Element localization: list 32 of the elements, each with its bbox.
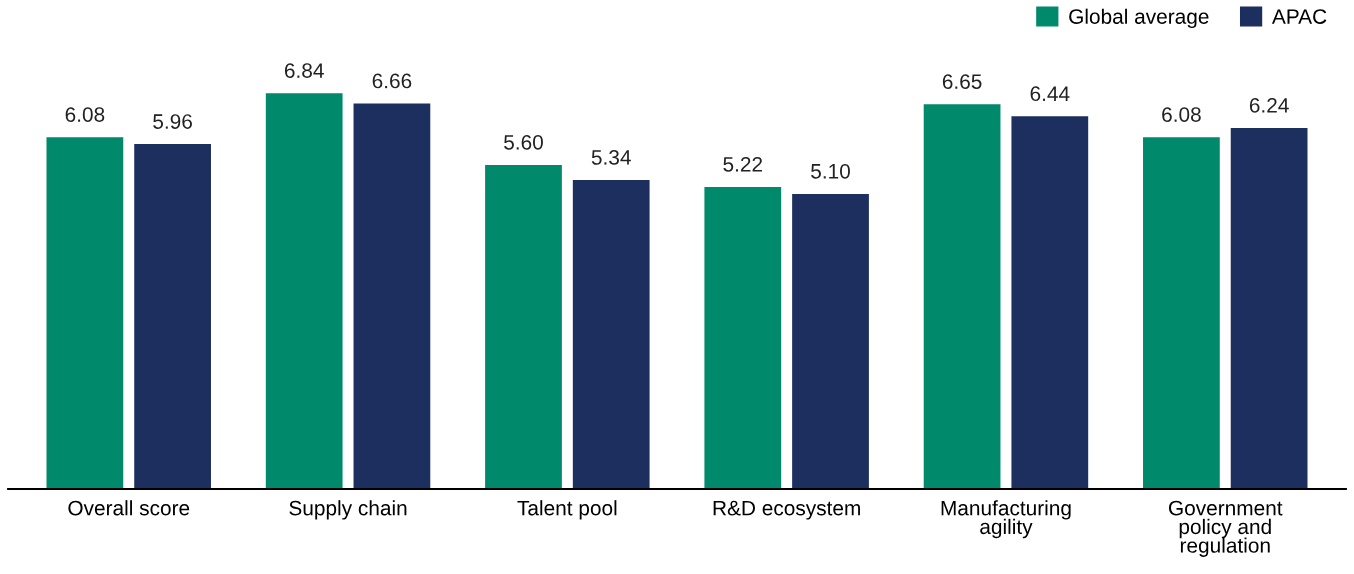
legend-label: Global average xyxy=(1069,8,1209,29)
bar xyxy=(1143,137,1220,490)
data-label: 5.10 xyxy=(811,163,850,179)
bar xyxy=(485,164,562,490)
bar xyxy=(265,93,343,490)
data-label: 6.08 xyxy=(65,107,105,122)
x-tick-label: Manufacturing agility xyxy=(941,500,1071,539)
x-tick-label: Supply chain xyxy=(289,500,407,520)
bar xyxy=(572,180,650,490)
data-label: 6.84 xyxy=(284,63,324,78)
legend-label: APAC xyxy=(1271,9,1327,24)
data-label: 5.22 xyxy=(723,156,763,172)
bar xyxy=(704,186,782,490)
data-label: 6.08 xyxy=(1162,107,1201,122)
bar xyxy=(353,103,431,490)
data-label: 6.66 xyxy=(372,73,412,89)
bar xyxy=(134,144,211,490)
bar xyxy=(1011,116,1089,490)
x-tick-label: Talent pool xyxy=(517,500,617,520)
bar xyxy=(1230,127,1308,490)
bar xyxy=(923,104,1001,490)
data-label: 5.34 xyxy=(591,150,631,165)
bar xyxy=(46,137,124,490)
x-tick-label: Government policy and regulation xyxy=(1168,500,1283,557)
data-label: 5.60 xyxy=(504,134,543,150)
x-tick-label: Overall score xyxy=(68,500,190,516)
data-label: 6.24 xyxy=(1249,97,1289,113)
bar xyxy=(792,193,869,490)
data-label: 6.44 xyxy=(1030,86,1070,102)
data-label: 5.96 xyxy=(153,114,192,129)
data-label: 6.65 xyxy=(942,74,982,89)
x-tick-label: R&D ecosystem xyxy=(713,500,860,520)
